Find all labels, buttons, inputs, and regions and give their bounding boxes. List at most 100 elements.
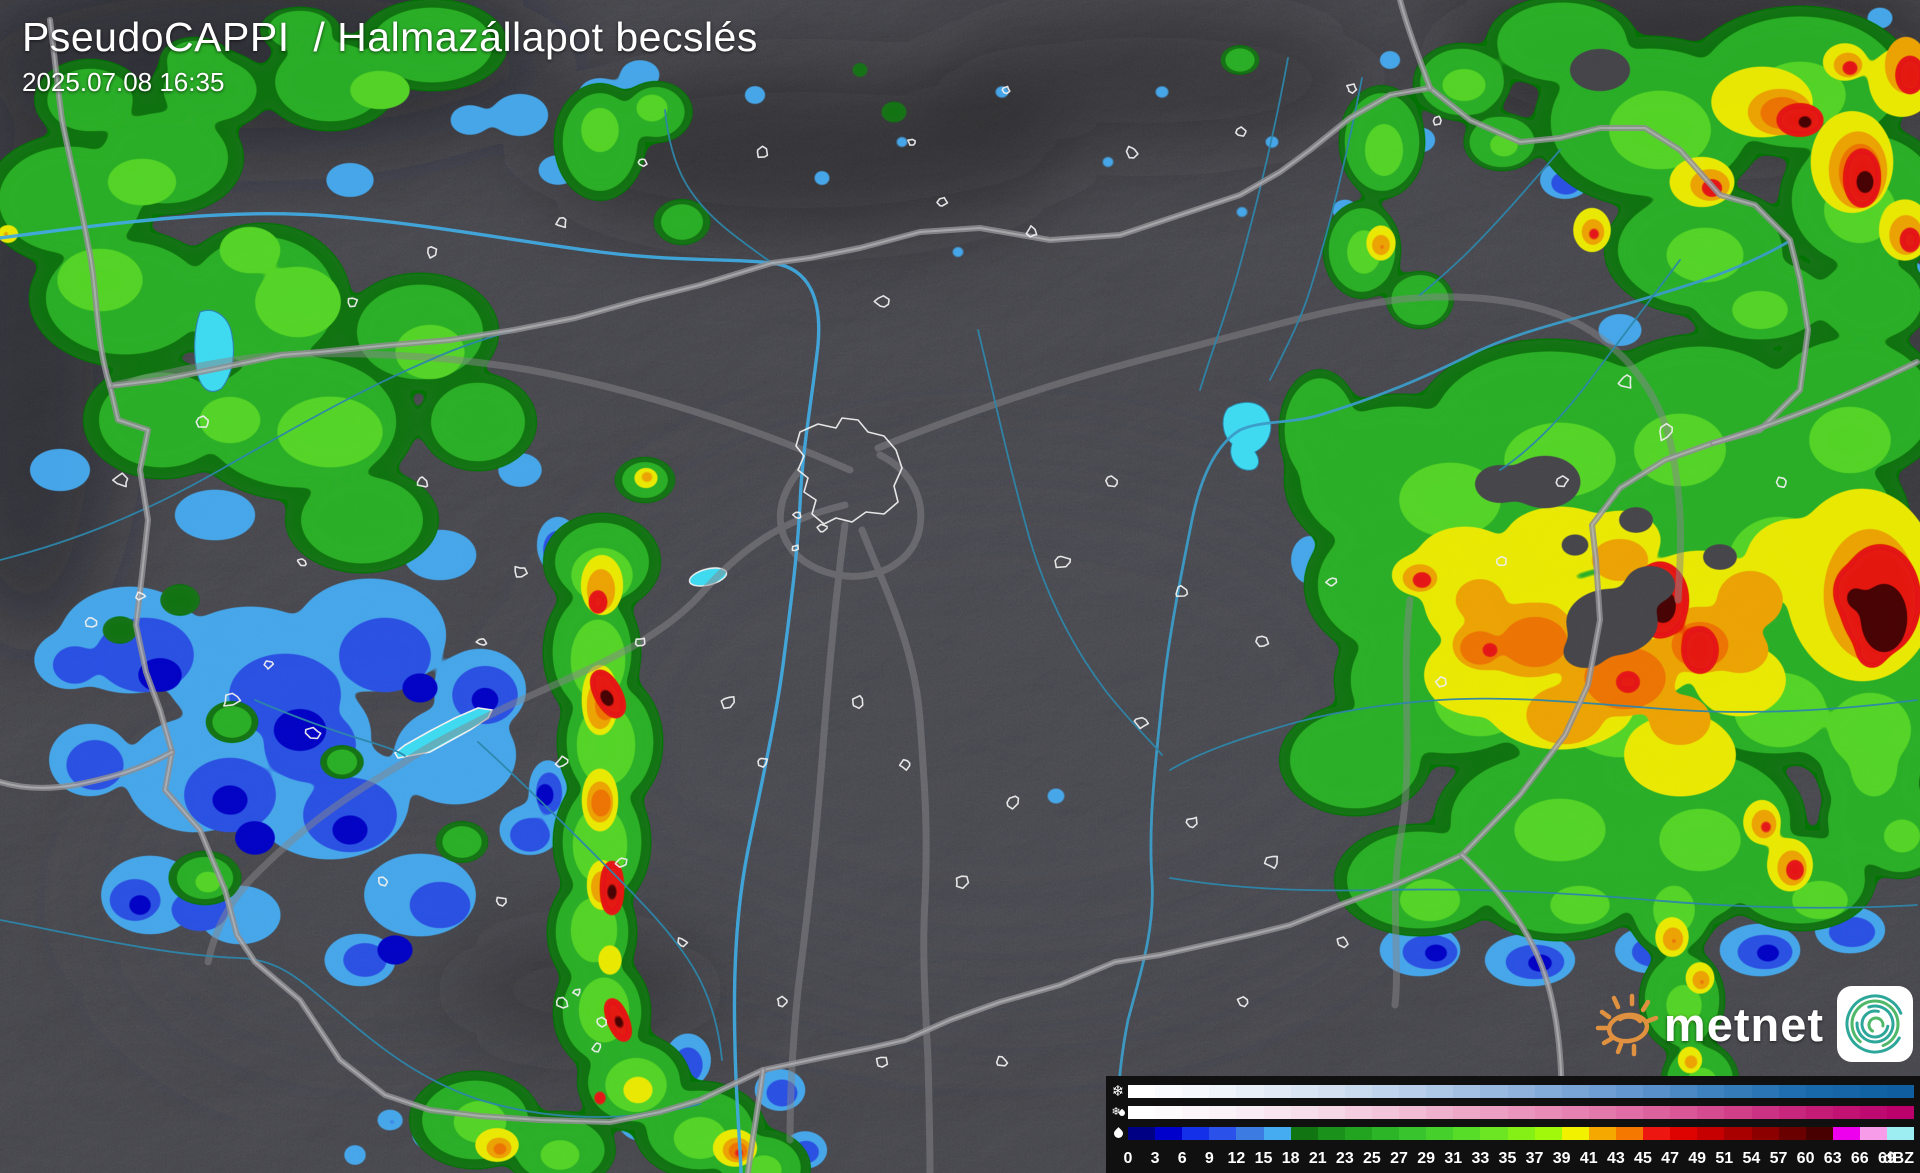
title-block: PseudoCAPPI / Halmazállapot becslés 2025… (22, 14, 758, 98)
settlement-outline (898, 758, 911, 771)
cyclone-spiral-icon (1837, 986, 1913, 1062)
settlement-outline (135, 591, 147, 601)
settlement-outline (1255, 635, 1270, 648)
settlement-outline (378, 876, 389, 887)
river-hernad (1269, 77, 1363, 381)
settlement-outline (757, 757, 769, 768)
settlement-outline (1105, 475, 1118, 488)
legend-tick-labels: 0 3 6 9 12 15 18 21 23 25 27 29 31 33 35 37 39 41 43 45 47 49… (1124, 1148, 1914, 1168)
settlement-outline (1125, 145, 1139, 159)
legend-tick: 0 (1123, 1150, 1133, 1167)
legend-tick: 33 (1471, 1150, 1490, 1167)
river-zagyva (977, 329, 1163, 756)
legend-tick: 43 (1606, 1150, 1625, 1167)
settlement-outline (1434, 676, 1447, 688)
border-romania-ukraine (1712, 361, 1918, 444)
settlement-outline (554, 755, 569, 768)
settlement-outline (720, 696, 735, 710)
legend-tick: 63 (1823, 1150, 1842, 1167)
settlement-outline (1235, 126, 1247, 137)
settlement-outline (634, 637, 646, 647)
settlement-outline (1775, 476, 1787, 489)
legend-tick: 27 (1390, 1150, 1408, 1167)
settlement-outline (1133, 716, 1150, 730)
river-bodrog (1419, 149, 1561, 296)
legend-tick: 69 (1877, 1150, 1896, 1167)
settlement-outline (596, 1016, 607, 1028)
road-m7 (204, 501, 849, 966)
roads-layer (106, 293, 1685, 1173)
settlement-outline (873, 295, 890, 308)
river-ipoly (664, 109, 773, 264)
legend-tick: 29 (1417, 1150, 1436, 1167)
river-ne-stream (1499, 259, 1681, 471)
settlement-outline (756, 145, 769, 159)
dbz-legend: ❄ ❄ 0 3 6 9 12 15 18 21 23 25 27 29 31 33 35 37 39 41 43 45 4… (1106, 1076, 1920, 1173)
lake-ferto (194, 309, 235, 393)
settlement-outline (495, 896, 507, 907)
border-hungary (109, 87, 1809, 1123)
legend-tick: 21 (1308, 1150, 1327, 1167)
settlement-outline (304, 726, 322, 740)
legend-tick: 54 (1742, 1150, 1761, 1167)
river-danube (0, 211, 821, 1173)
legend-tick: 41 (1579, 1150, 1598, 1167)
legend-tick: 12 (1227, 1150, 1246, 1167)
settlement-outline (816, 523, 828, 533)
budapest-outline (795, 417, 903, 525)
legend-tick: 47 (1661, 1150, 1679, 1167)
border-ukraine-slovakia (1399, 0, 1431, 89)
settlement-outline (1025, 225, 1038, 238)
settlement-outline (614, 857, 628, 868)
settlement-outline (995, 1055, 1009, 1067)
settlement-outline (1336, 936, 1349, 949)
legend-tick: 31 (1444, 1150, 1463, 1167)
river-raba (0, 329, 515, 561)
river-koros (1169, 697, 1918, 771)
settlement-outline (296, 558, 307, 567)
legend-tick: 66 (1850, 1150, 1869, 1167)
road-m6 (786, 521, 849, 1144)
legend-unit: dBZ (1882, 1150, 1914, 1167)
legend-tick: 39 (1552, 1150, 1571, 1167)
settlement-outline (1555, 475, 1570, 488)
road-m1 (106, 350, 854, 474)
road-m3 (874, 293, 1564, 452)
settlement-outline (84, 617, 98, 628)
lake-tisza (1222, 401, 1272, 471)
settlement-outline (1659, 422, 1674, 442)
settlement-outline (1236, 996, 1249, 1008)
legend-tick: 9 (1204, 1150, 1214, 1167)
settlement-outline (851, 694, 864, 710)
settlement-outline (875, 1056, 889, 1068)
settlement-outline (637, 158, 648, 168)
metnet-logo[interactable]: metnet (1590, 985, 1914, 1063)
road-m0-ring (776, 451, 925, 580)
raindrop-icon (1108, 1127, 1128, 1140)
metnet-wordmark: metnet (1663, 997, 1824, 1051)
road-m4 (1391, 596, 1414, 1009)
legend-row-rain (1108, 1127, 1915, 1140)
legend-row-snow: ❄ (1108, 1084, 1915, 1099)
settlement-outline (555, 996, 569, 1009)
settlement-outline (347, 297, 359, 308)
settlement-outline (1495, 555, 1507, 567)
legend-tick: 60 (1796, 1150, 1815, 1167)
legend-tick: 45 (1634, 1150, 1652, 1167)
border-slovenia-croatia (0, 751, 173, 789)
settlement-outline (263, 660, 275, 670)
settlement-outline (591, 1042, 602, 1053)
legend-tick: 35 (1498, 1150, 1517, 1167)
river-sio (477, 741, 723, 1061)
settlement-outline (1185, 816, 1198, 829)
legend-tick: 25 (1363, 1150, 1381, 1167)
legend-tick: 23 (1335, 1150, 1354, 1167)
settlement-outline (1325, 577, 1338, 587)
settlement-outline (1006, 795, 1020, 810)
river-drava (0, 919, 701, 1118)
city-outlines-layer (84, 83, 1787, 1068)
road-m35 (1556, 311, 1685, 604)
